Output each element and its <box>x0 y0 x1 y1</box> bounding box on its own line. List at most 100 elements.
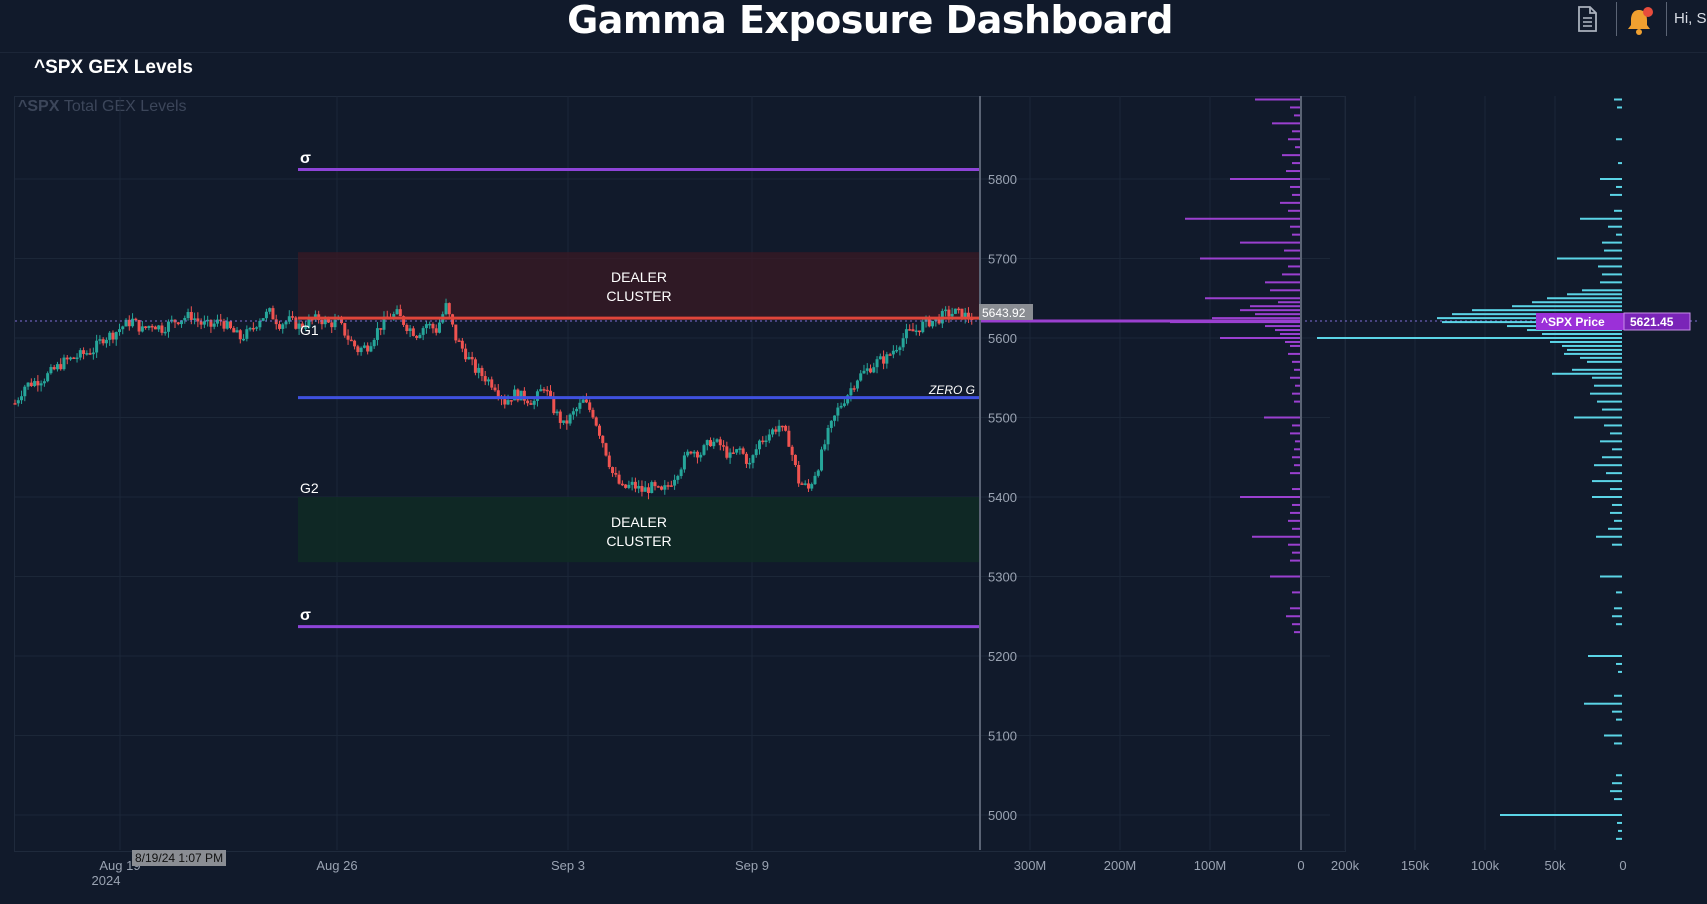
candle-body <box>617 474 621 484</box>
oi-bar <box>1567 348 1622 351</box>
oi-bar <box>1614 742 1622 745</box>
oi-bar <box>1500 814 1622 816</box>
candle-body <box>36 381 40 386</box>
candle-body <box>669 485 673 487</box>
candle-body <box>402 316 406 325</box>
candle-body <box>575 408 579 412</box>
candle-body <box>643 487 647 492</box>
gex-bar <box>1292 233 1300 236</box>
candle-body <box>333 319 337 328</box>
candle-body <box>888 354 892 356</box>
candle-body <box>549 390 553 397</box>
oi-bar <box>1612 503 1622 506</box>
candle-body <box>761 440 765 443</box>
candle-body <box>516 389 520 401</box>
candle-body <box>392 314 396 319</box>
oi-bar <box>1608 527 1622 530</box>
candle-body <box>741 448 745 454</box>
header-divider <box>1666 2 1667 36</box>
user-greeting[interactable]: Hi, S <box>1674 10 1707 27</box>
candle-body <box>705 440 709 446</box>
candle-body <box>859 373 863 381</box>
candle-body <box>287 316 291 322</box>
price-tick-label: 5300 <box>988 570 1017 585</box>
candle-body <box>356 346 360 353</box>
candle-body <box>901 338 905 348</box>
candle-body <box>963 312 967 320</box>
gex-bar <box>1275 329 1300 332</box>
gex-bar <box>1292 488 1300 491</box>
dealer-cluster-upper-label-2: CLUSTER <box>606 288 671 304</box>
candle-body <box>584 399 588 403</box>
candle-body <box>16 400 20 404</box>
oi-bar <box>1612 543 1622 546</box>
gex-bar <box>1292 623 1300 626</box>
section-title: ^SPX GEX Levels <box>34 57 193 78</box>
gex-bar <box>1252 535 1300 538</box>
oi-bar <box>1547 297 1622 300</box>
bell-icon[interactable] <box>1624 6 1654 36</box>
gex-bar <box>1292 591 1300 594</box>
candle-body <box>49 367 53 374</box>
price-tick-label: 5600 <box>988 331 1017 346</box>
gex-bar <box>1270 289 1300 292</box>
price-tick-label: 5000 <box>988 808 1017 823</box>
candle-body <box>189 312 193 320</box>
candle-body <box>147 325 151 328</box>
price-axis-labels: 5000 5100 5200 5300 5400 5500 5600 5700 5800 <box>988 172 1017 823</box>
candle-body <box>738 448 742 450</box>
oi-axis-labels: 200k 150k 100k 50k 0 <box>1331 858 1627 873</box>
candle-body <box>709 440 713 447</box>
candle-body <box>820 449 824 471</box>
candle-body <box>744 453 748 464</box>
candle-body <box>222 321 226 329</box>
gex-bar <box>1212 317 1300 320</box>
g2-label: G2 <box>300 480 319 496</box>
candle-body <box>689 451 693 454</box>
gex-bar <box>1205 297 1300 300</box>
gex-bar <box>1282 273 1300 276</box>
candle-body <box>131 318 135 327</box>
oi-bar <box>1616 662 1622 665</box>
candle-body <box>219 319 223 322</box>
candle-body <box>398 309 402 317</box>
candle-body <box>235 330 239 333</box>
candle-body <box>88 353 92 355</box>
candle-body <box>614 473 618 475</box>
candle-body <box>108 332 112 340</box>
candle-body <box>735 449 739 453</box>
oi-bar <box>1587 360 1622 363</box>
spx-price-value-bg <box>1623 312 1691 331</box>
candle-body <box>917 330 921 333</box>
gex-bar <box>1272 122 1300 125</box>
gex-bar <box>1290 559 1300 562</box>
oi-bar <box>1600 440 1622 443</box>
gex-bar <box>1292 424 1300 427</box>
gex-bar <box>1294 448 1300 451</box>
oi-bar <box>1602 408 1622 411</box>
oi-bar <box>1580 356 1622 359</box>
candle-body <box>934 318 938 321</box>
oi-bar <box>1617 106 1622 109</box>
oi-bar <box>1612 782 1622 785</box>
candle-body <box>771 429 775 435</box>
gex-bar <box>1290 376 1300 379</box>
oi-bar <box>1614 798 1622 801</box>
candle-body <box>836 407 840 416</box>
oi-bar <box>1594 384 1622 387</box>
candle-body <box>601 435 605 444</box>
candle-body <box>944 309 948 312</box>
candle-body <box>42 381 46 384</box>
oi-bar <box>1512 305 1622 308</box>
candle-body <box>542 389 546 391</box>
candle-body <box>421 328 425 335</box>
oi-bar <box>1596 535 1622 538</box>
document-icon[interactable] <box>1576 6 1598 32</box>
candle-body <box>261 318 265 321</box>
candle-body <box>568 414 572 424</box>
candle-body <box>839 405 843 408</box>
candle-body <box>780 425 784 428</box>
candle-body <box>513 389 517 401</box>
oi-bar <box>1618 829 1622 832</box>
